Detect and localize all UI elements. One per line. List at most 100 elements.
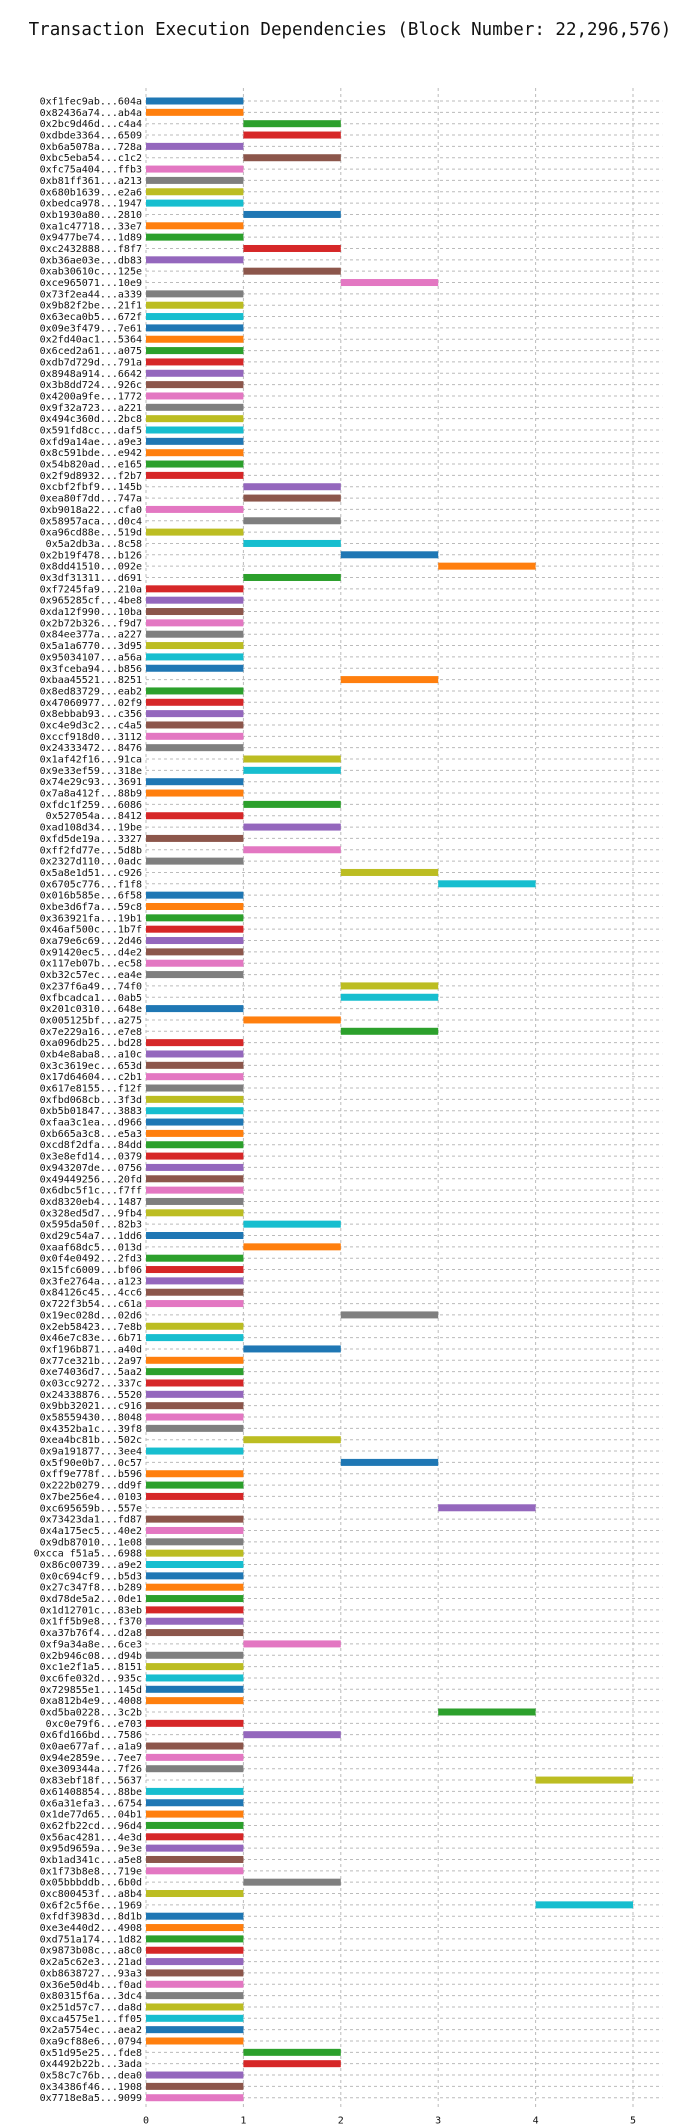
y-tick-label: 0x94e2859e...7ee7 <box>40 1753 142 1764</box>
bar <box>438 1708 536 1716</box>
bar <box>146 1118 244 1126</box>
y-tick-label: 0xb8638727...93a3 <box>40 1968 142 1979</box>
bar <box>146 1379 244 1387</box>
bar <box>146 1175 244 1183</box>
bar <box>146 1050 244 1058</box>
bar <box>243 483 341 491</box>
bar <box>146 937 244 945</box>
bar <box>243 755 341 763</box>
y-tick-label: 0xff9e778f...b596 <box>40 1469 142 1480</box>
bar <box>146 528 244 536</box>
y-tick-label: 0x6f2c5f6e...1969 <box>40 1900 142 1911</box>
bar <box>146 653 244 661</box>
bar <box>146 437 244 445</box>
y-tick-label: 0xfdc1f259...6086 <box>40 800 142 811</box>
y-tick-label: 0x4200a9fe...1772 <box>40 391 142 402</box>
bar <box>340 1458 439 1466</box>
y-tick-label: 0xb32c57ec...ea4e <box>40 970 142 981</box>
y-tick-label: 0xe3e440d2...4908 <box>40 1923 142 1934</box>
y-tick-label: 0xfaa3c1ea...d966 <box>40 1118 142 1129</box>
bar <box>243 1016 341 1024</box>
y-tick-label: 0x0ae677af...a1a9 <box>40 1742 142 1753</box>
y-tick-label: 0x680b1639...e2a6 <box>40 187 142 198</box>
y-tick-label: 0x8c591bde...e942 <box>40 448 142 459</box>
bar <box>438 880 536 888</box>
y-tick-label: 0x3fe2764a...a123 <box>40 1276 142 1287</box>
bar <box>146 1197 244 1205</box>
bar <box>146 585 244 593</box>
y-tick-label: 0x2327d110...0adc <box>40 857 142 868</box>
bar <box>146 744 244 752</box>
bar <box>243 131 341 139</box>
y-tick-label: 0xbaa45521...8251 <box>40 675 142 686</box>
y-tick-label: 0x46e7c83e...6b71 <box>40 1333 142 1344</box>
bar <box>146 1821 244 1829</box>
y-tick-label: 0xb5b01847...3883 <box>40 1106 142 1117</box>
bar <box>146 1368 244 1376</box>
y-tick-label: 0xfdf3983d...8d1b <box>40 1912 142 1923</box>
bar <box>146 1334 244 1342</box>
bar <box>146 596 244 604</box>
bar <box>146 1719 244 1727</box>
y-tick-label: 0x6705c776...f1f8 <box>40 879 142 890</box>
y-tick-label: 0x56ac4281...4e3d <box>40 1832 142 1843</box>
y-tick-label: 0xfc75a404...ffb3 <box>40 165 142 176</box>
y-tick-label: 0xd5ba0228...3c2b <box>40 1707 142 1718</box>
bar <box>243 1640 341 1648</box>
y-tick-label: 0xdb7d729d...791a <box>40 357 142 368</box>
bar <box>146 1322 244 1330</box>
bar <box>243 210 341 218</box>
y-tick-label: 0x201c0310...648e <box>40 1004 142 1015</box>
y-tick-label: 0xc0e79f6...e703 <box>46 1719 142 1730</box>
y-tick-label: 0x722f3b54...c61a <box>40 1299 142 1310</box>
bar <box>146 812 244 820</box>
bar <box>243 517 341 525</box>
y-tick-label: 0xf196b871...a40d <box>40 1344 142 1355</box>
y-tick-label: 0xa9cf88e6...0794 <box>40 2036 142 2047</box>
y-tick-label: 0xd751a174...1d82 <box>40 1934 142 1945</box>
bar <box>146 1526 244 1534</box>
bar <box>146 108 244 116</box>
y-tick-label: 0x91420ec5...d4e2 <box>40 947 142 958</box>
bar <box>146 97 244 105</box>
y-tick-label: 0x5a2db3a...8c58 <box>46 539 142 550</box>
bar <box>146 1685 244 1693</box>
bar <box>146 1572 244 1580</box>
bar <box>146 1356 244 1364</box>
y-tick-label: 0x363921fa...19b1 <box>40 913 142 924</box>
y-tick-label: 0x77ce321b...2a97 <box>40 1356 142 1367</box>
y-tick-label: 0x328ed5d7...9fb4 <box>40 1208 142 1219</box>
y-tick-label: 0x2b946c08...d94b <box>40 1651 142 1662</box>
bar <box>146 1651 244 1659</box>
bar <box>146 313 244 321</box>
bar <box>146 1084 244 1092</box>
bar <box>146 1799 244 1807</box>
bar <box>146 1583 244 1591</box>
y-tick-label: 0x7e229a16...e7e8 <box>40 1027 142 1038</box>
y-tick-label: 0x965285cf...4be8 <box>40 596 142 607</box>
y-tick-label: 0xa96cd88e...519d <box>40 528 142 539</box>
y-tick-label: 0x49449256...20fd <box>40 1174 142 1185</box>
y-tick-label: 0x2b19f478...b126 <box>40 550 142 561</box>
bar <box>146 2094 244 2102</box>
bar <box>146 1209 244 1217</box>
bar <box>146 347 244 355</box>
y-tick-label: 0x63eca0b5...672f <box>40 312 142 323</box>
bar <box>146 1765 244 1773</box>
y-tick-label: 0x617e8155...f12f <box>40 1084 142 1095</box>
y-tick-label: 0x595da50f...82b3 <box>40 1220 142 1231</box>
bar <box>146 698 244 706</box>
bar <box>146 1447 244 1455</box>
bar <box>146 778 244 786</box>
y-tick-label: 0xb36ae03e...db83 <box>40 255 142 266</box>
bar <box>146 948 244 956</box>
bar <box>243 1243 341 1251</box>
bar <box>146 426 244 434</box>
bar <box>146 1946 244 1954</box>
bar <box>146 403 244 411</box>
bar <box>243 539 341 547</box>
bar <box>146 1742 244 1750</box>
bar <box>146 1969 244 1977</box>
bar <box>146 165 244 173</box>
